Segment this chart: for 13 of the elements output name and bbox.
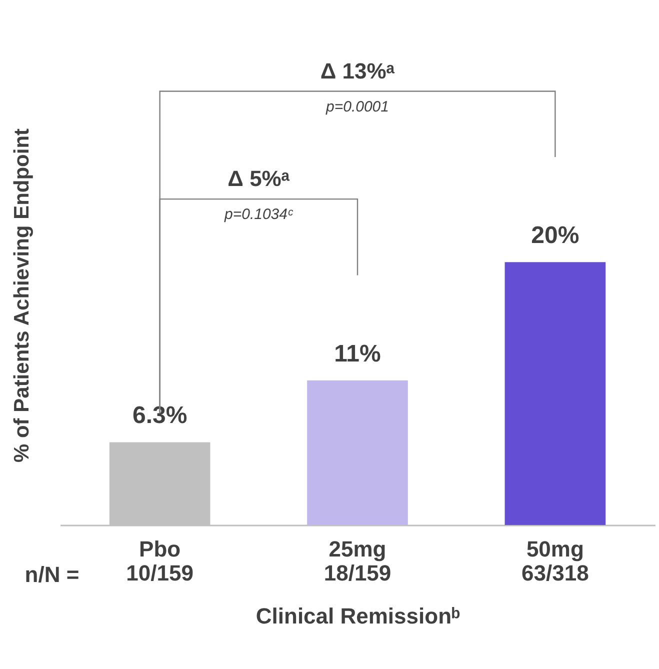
data-label: 20% [531,222,580,250]
text: Δ 5%ᵃ [228,166,290,192]
text: n/N = [24,562,80,587]
x-axis-title: Clinical Remissionᵇ [256,604,460,628]
x-tick-label: 50mg 63/318 [522,536,589,586]
x-tick-label: 25mg 18/159 [324,536,392,586]
text: p=0.1034ᶜ [224,206,294,224]
y-axis-title: % of Patients Achieving Endpoint [10,128,34,463]
text: p=0.0001 [325,98,389,116]
data-label: 6.3% [132,402,188,430]
x-tick-label: Pbo 10/159 [126,536,194,586]
text: Δ 13%ᵃ [320,58,396,84]
data-label: 11% [334,340,381,368]
